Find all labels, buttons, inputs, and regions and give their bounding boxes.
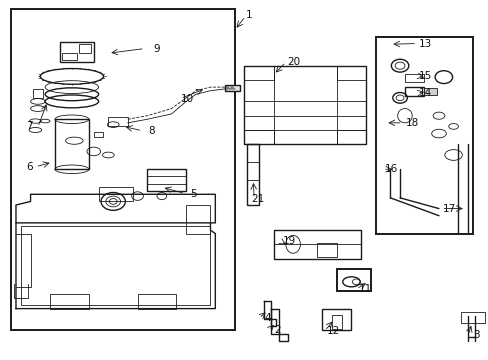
Text: 16: 16 (384, 164, 397, 174)
Text: 10: 10 (180, 94, 193, 104)
Text: 5: 5 (190, 189, 196, 199)
Text: 8: 8 (147, 126, 154, 136)
Bar (273, 230, 361, 258)
Bar (317, 243, 336, 257)
Bar (246, 144, 259, 205)
Text: 2: 2 (273, 325, 280, 335)
Bar (224, 85, 239, 91)
Text: 4: 4 (264, 313, 271, 323)
Text: 20: 20 (287, 57, 300, 67)
Bar (62, 53, 77, 60)
Bar (60, 42, 94, 62)
Text: 9: 9 (153, 44, 160, 54)
Text: 3: 3 (473, 330, 479, 341)
Bar (375, 37, 472, 234)
Bar (99, 187, 132, 202)
Bar (244, 66, 273, 80)
Bar (137, 294, 176, 309)
Bar (322, 309, 351, 330)
Bar (79, 44, 91, 53)
Bar (331, 315, 341, 329)
Bar (404, 73, 424, 82)
Text: 13: 13 (418, 39, 431, 49)
Text: 1: 1 (245, 10, 252, 19)
Text: 12: 12 (325, 326, 339, 336)
Bar (336, 130, 366, 144)
Bar (186, 205, 210, 234)
Bar (94, 132, 103, 137)
Bar (336, 66, 366, 80)
Text: 15: 15 (418, 71, 431, 81)
Bar (244, 130, 273, 144)
Bar (147, 169, 186, 191)
Bar (404, 87, 424, 96)
Text: 7: 7 (26, 121, 32, 131)
Bar (50, 294, 89, 309)
Bar (460, 312, 484, 323)
Text: 6: 6 (26, 162, 32, 172)
Text: 18: 18 (405, 118, 418, 128)
Bar (424, 88, 436, 95)
Text: 19: 19 (283, 237, 296, 247)
Bar (244, 66, 366, 144)
Bar (32, 89, 43, 98)
Text: 14: 14 (418, 88, 431, 98)
Bar (11, 9, 234, 330)
Bar (55, 119, 89, 169)
Text: 11: 11 (358, 284, 371, 294)
Bar (336, 269, 370, 291)
Text: 21: 21 (251, 194, 264, 203)
Bar (21, 226, 210, 305)
Text: 17: 17 (442, 203, 455, 213)
Bar (108, 117, 127, 126)
